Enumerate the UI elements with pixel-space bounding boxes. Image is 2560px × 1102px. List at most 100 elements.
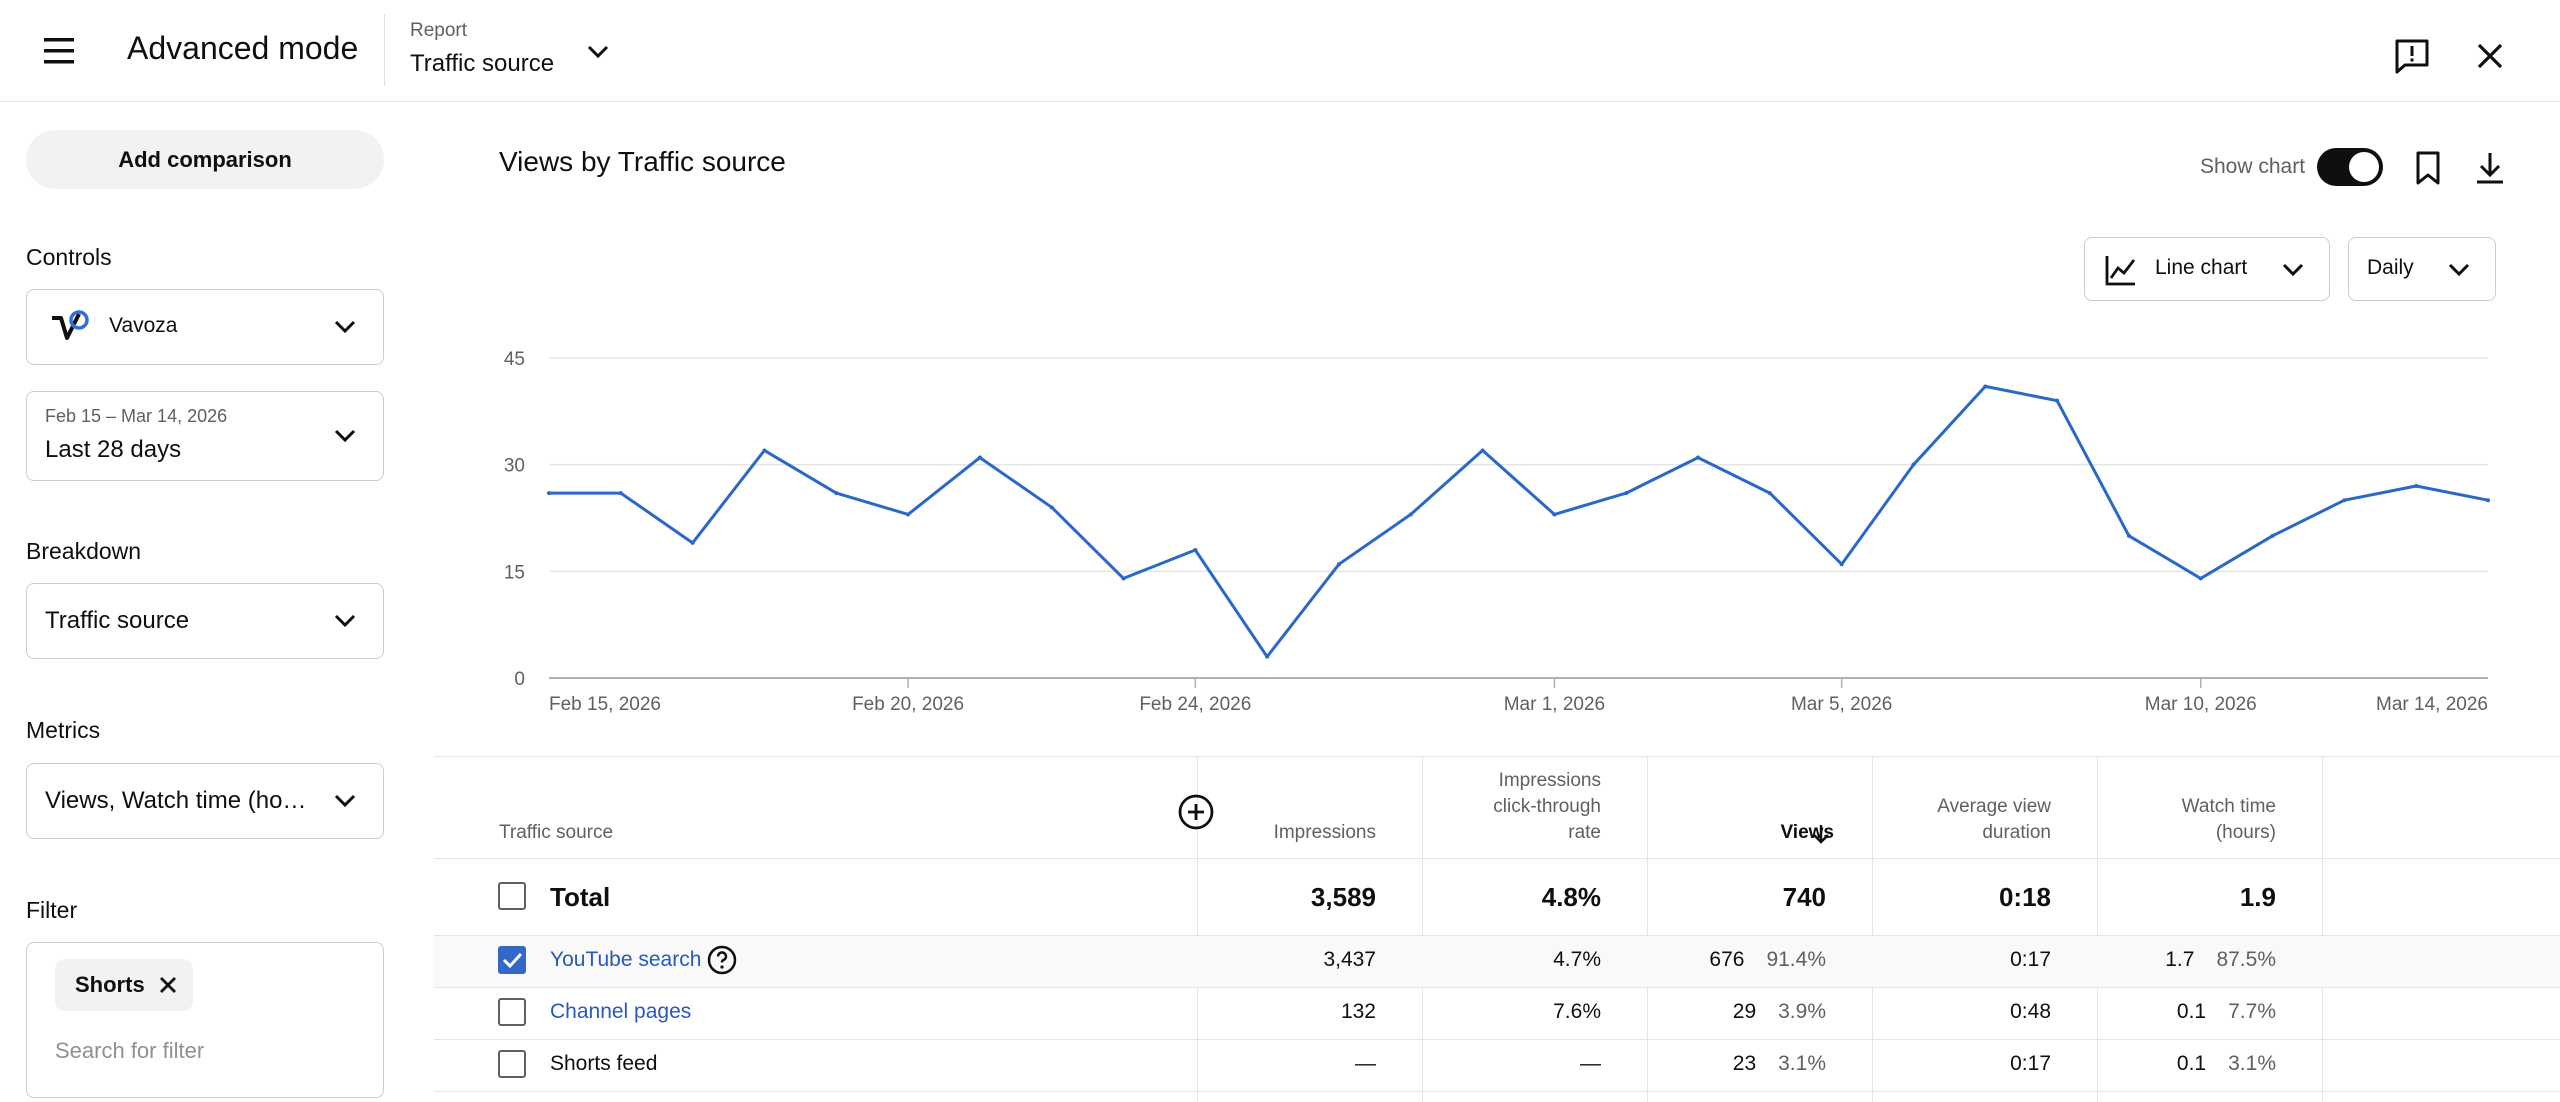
data-point xyxy=(690,540,695,545)
total-views: 740 xyxy=(1782,882,1826,912)
total-ctr: 4.8% xyxy=(1541,882,1601,912)
column-divider xyxy=(1197,756,1198,1102)
cell-views: 23 3.1% xyxy=(1733,1052,1826,1076)
data-point xyxy=(1193,548,1198,552)
chevron-down-icon xyxy=(334,320,356,334)
column-divider xyxy=(1422,756,1423,1102)
help-icon[interactable] xyxy=(706,944,738,976)
row-divider xyxy=(434,756,2560,757)
ctr-header-line1: Impressions xyxy=(1498,770,1601,791)
report-value: Traffic source xyxy=(410,50,555,77)
x-tick-label: Mar 10, 2026 xyxy=(2145,694,2257,715)
chart-type-select[interactable]: Line chart xyxy=(2084,237,2330,301)
y-tick-label: 15 xyxy=(504,562,525,583)
traffic-source-link[interactable]: Channel pages xyxy=(550,1000,692,1023)
breakdown-label: Breakdown xyxy=(26,538,142,564)
interval-label: Daily xyxy=(2367,256,2414,279)
cell-impressions: — xyxy=(1355,1052,1376,1075)
total-checkbox[interactable] xyxy=(498,882,526,910)
ctr-header-line3: rate xyxy=(1568,822,1601,843)
line-chart-icon xyxy=(2105,256,2136,286)
breakdown-value: Traffic source xyxy=(45,607,190,634)
channel-select[interactable]: Vavoza xyxy=(26,289,384,365)
report-caption: Report xyxy=(410,20,468,41)
column-header-avg-view-duration[interactable]: Average view duration xyxy=(1851,794,2051,846)
bookmark-icon[interactable] xyxy=(2408,148,2448,188)
column-header-traffic-source[interactable]: Traffic source xyxy=(499,822,614,843)
data-point xyxy=(834,491,839,496)
chevron-down-icon xyxy=(334,429,356,443)
chart-type-label: Line chart xyxy=(2155,256,2248,279)
selected-row-bg xyxy=(434,935,2560,987)
close-icon[interactable] xyxy=(155,972,181,998)
menu-icon[interactable] xyxy=(36,32,84,72)
cell-ctr: 7.6% xyxy=(1553,1000,1601,1023)
interval-select[interactable]: Daily xyxy=(2348,237,2496,301)
column-divider xyxy=(1647,756,1648,1102)
filter-label: Filter xyxy=(26,897,78,923)
column-divider xyxy=(2097,756,2098,1102)
download-icon[interactable] xyxy=(2470,148,2510,188)
row-divider xyxy=(434,858,2560,859)
filter-chip[interactable]: Shorts xyxy=(55,959,193,1011)
avd-header-line2: duration xyxy=(1982,822,2051,843)
filter-box: Shorts xyxy=(26,942,384,1098)
data-point xyxy=(1121,576,1126,581)
feedback-icon[interactable] xyxy=(2392,36,2432,76)
data-point xyxy=(1911,462,1916,467)
row-checkbox[interactable] xyxy=(498,1050,526,1078)
data-point xyxy=(1767,491,1772,496)
row-checkbox[interactable] xyxy=(498,998,526,1026)
column-header-ctr[interactable]: Impressions click-through rate xyxy=(1401,768,1601,846)
data-point xyxy=(2055,398,2060,403)
watch-header-line2: (hours) xyxy=(2215,822,2276,843)
watch-percent: 7.7% xyxy=(2228,1000,2276,1023)
row-divider xyxy=(434,935,2560,936)
sort-arrow-down-icon[interactable] xyxy=(1809,822,1833,846)
top-bar: Advanced mode Report Traffic source xyxy=(0,0,2560,102)
column-header-watch-time[interactable]: Watch time (hours) xyxy=(2076,794,2276,846)
date-range-select[interactable]: Feb 15 – Mar 14, 2026 Last 28 days xyxy=(26,391,384,481)
channel-name: Vavoza xyxy=(109,314,178,337)
y-tick-label: 0 xyxy=(514,669,525,690)
total-label: Total xyxy=(550,882,611,912)
views-percent: 3.9% xyxy=(1778,1000,1826,1023)
cell-avg-view-duration: 0:17 xyxy=(2010,948,2051,971)
traffic-source-link[interactable]: YouTube search xyxy=(550,948,702,971)
total-watch-time: 1.9 xyxy=(2239,882,2276,912)
show-chart-label: Show chart xyxy=(2200,155,2306,178)
data-point xyxy=(1696,455,1701,460)
watch-header-line1: Watch time xyxy=(2181,796,2276,817)
row-divider xyxy=(434,1039,2560,1040)
filter-search-input[interactable] xyxy=(55,1031,355,1071)
date-preset: Last 28 days xyxy=(45,436,182,463)
data-point xyxy=(2342,498,2347,503)
report-selector[interactable]: Report Traffic source xyxy=(410,18,630,82)
breakdown-select[interactable]: Traffic source xyxy=(26,583,384,659)
controls-label: Controls xyxy=(26,244,112,270)
cell-views: 29 3.9% xyxy=(1733,1000,1826,1024)
close-icon[interactable] xyxy=(2470,36,2510,76)
y-tick-label: 30 xyxy=(504,456,525,477)
page-title: Advanced mode xyxy=(127,30,359,66)
chevron-down-icon xyxy=(334,614,356,628)
x-tick-label: Mar 1, 2026 xyxy=(1504,694,1605,715)
divider xyxy=(384,14,385,86)
channel-logo-icon xyxy=(52,310,89,340)
chart-heading: Views by Traffic source xyxy=(499,146,786,177)
show-chart-toggle[interactable] xyxy=(2317,148,2383,186)
add-comparison-button[interactable]: Add comparison xyxy=(26,130,384,189)
column-header-impressions[interactable]: Impressions xyxy=(1273,822,1376,843)
data-point xyxy=(906,512,911,517)
data-point xyxy=(2486,498,2490,503)
row-checkbox[interactable] xyxy=(498,946,526,974)
cell-avg-view-duration: 0:17 xyxy=(2010,1052,2051,1075)
data-point xyxy=(2198,576,2203,581)
avd-header-line1: Average view xyxy=(1937,796,2051,817)
add-column-icon[interactable] xyxy=(1176,792,1216,832)
column-divider xyxy=(2322,756,2323,1102)
date-range-caption: Feb 15 – Mar 14, 2026 xyxy=(45,406,228,426)
watch-value: 1.7 xyxy=(2165,948,2195,971)
data-point xyxy=(2126,533,2131,538)
metrics-select[interactable]: Views, Watch time (ho… xyxy=(26,763,384,839)
